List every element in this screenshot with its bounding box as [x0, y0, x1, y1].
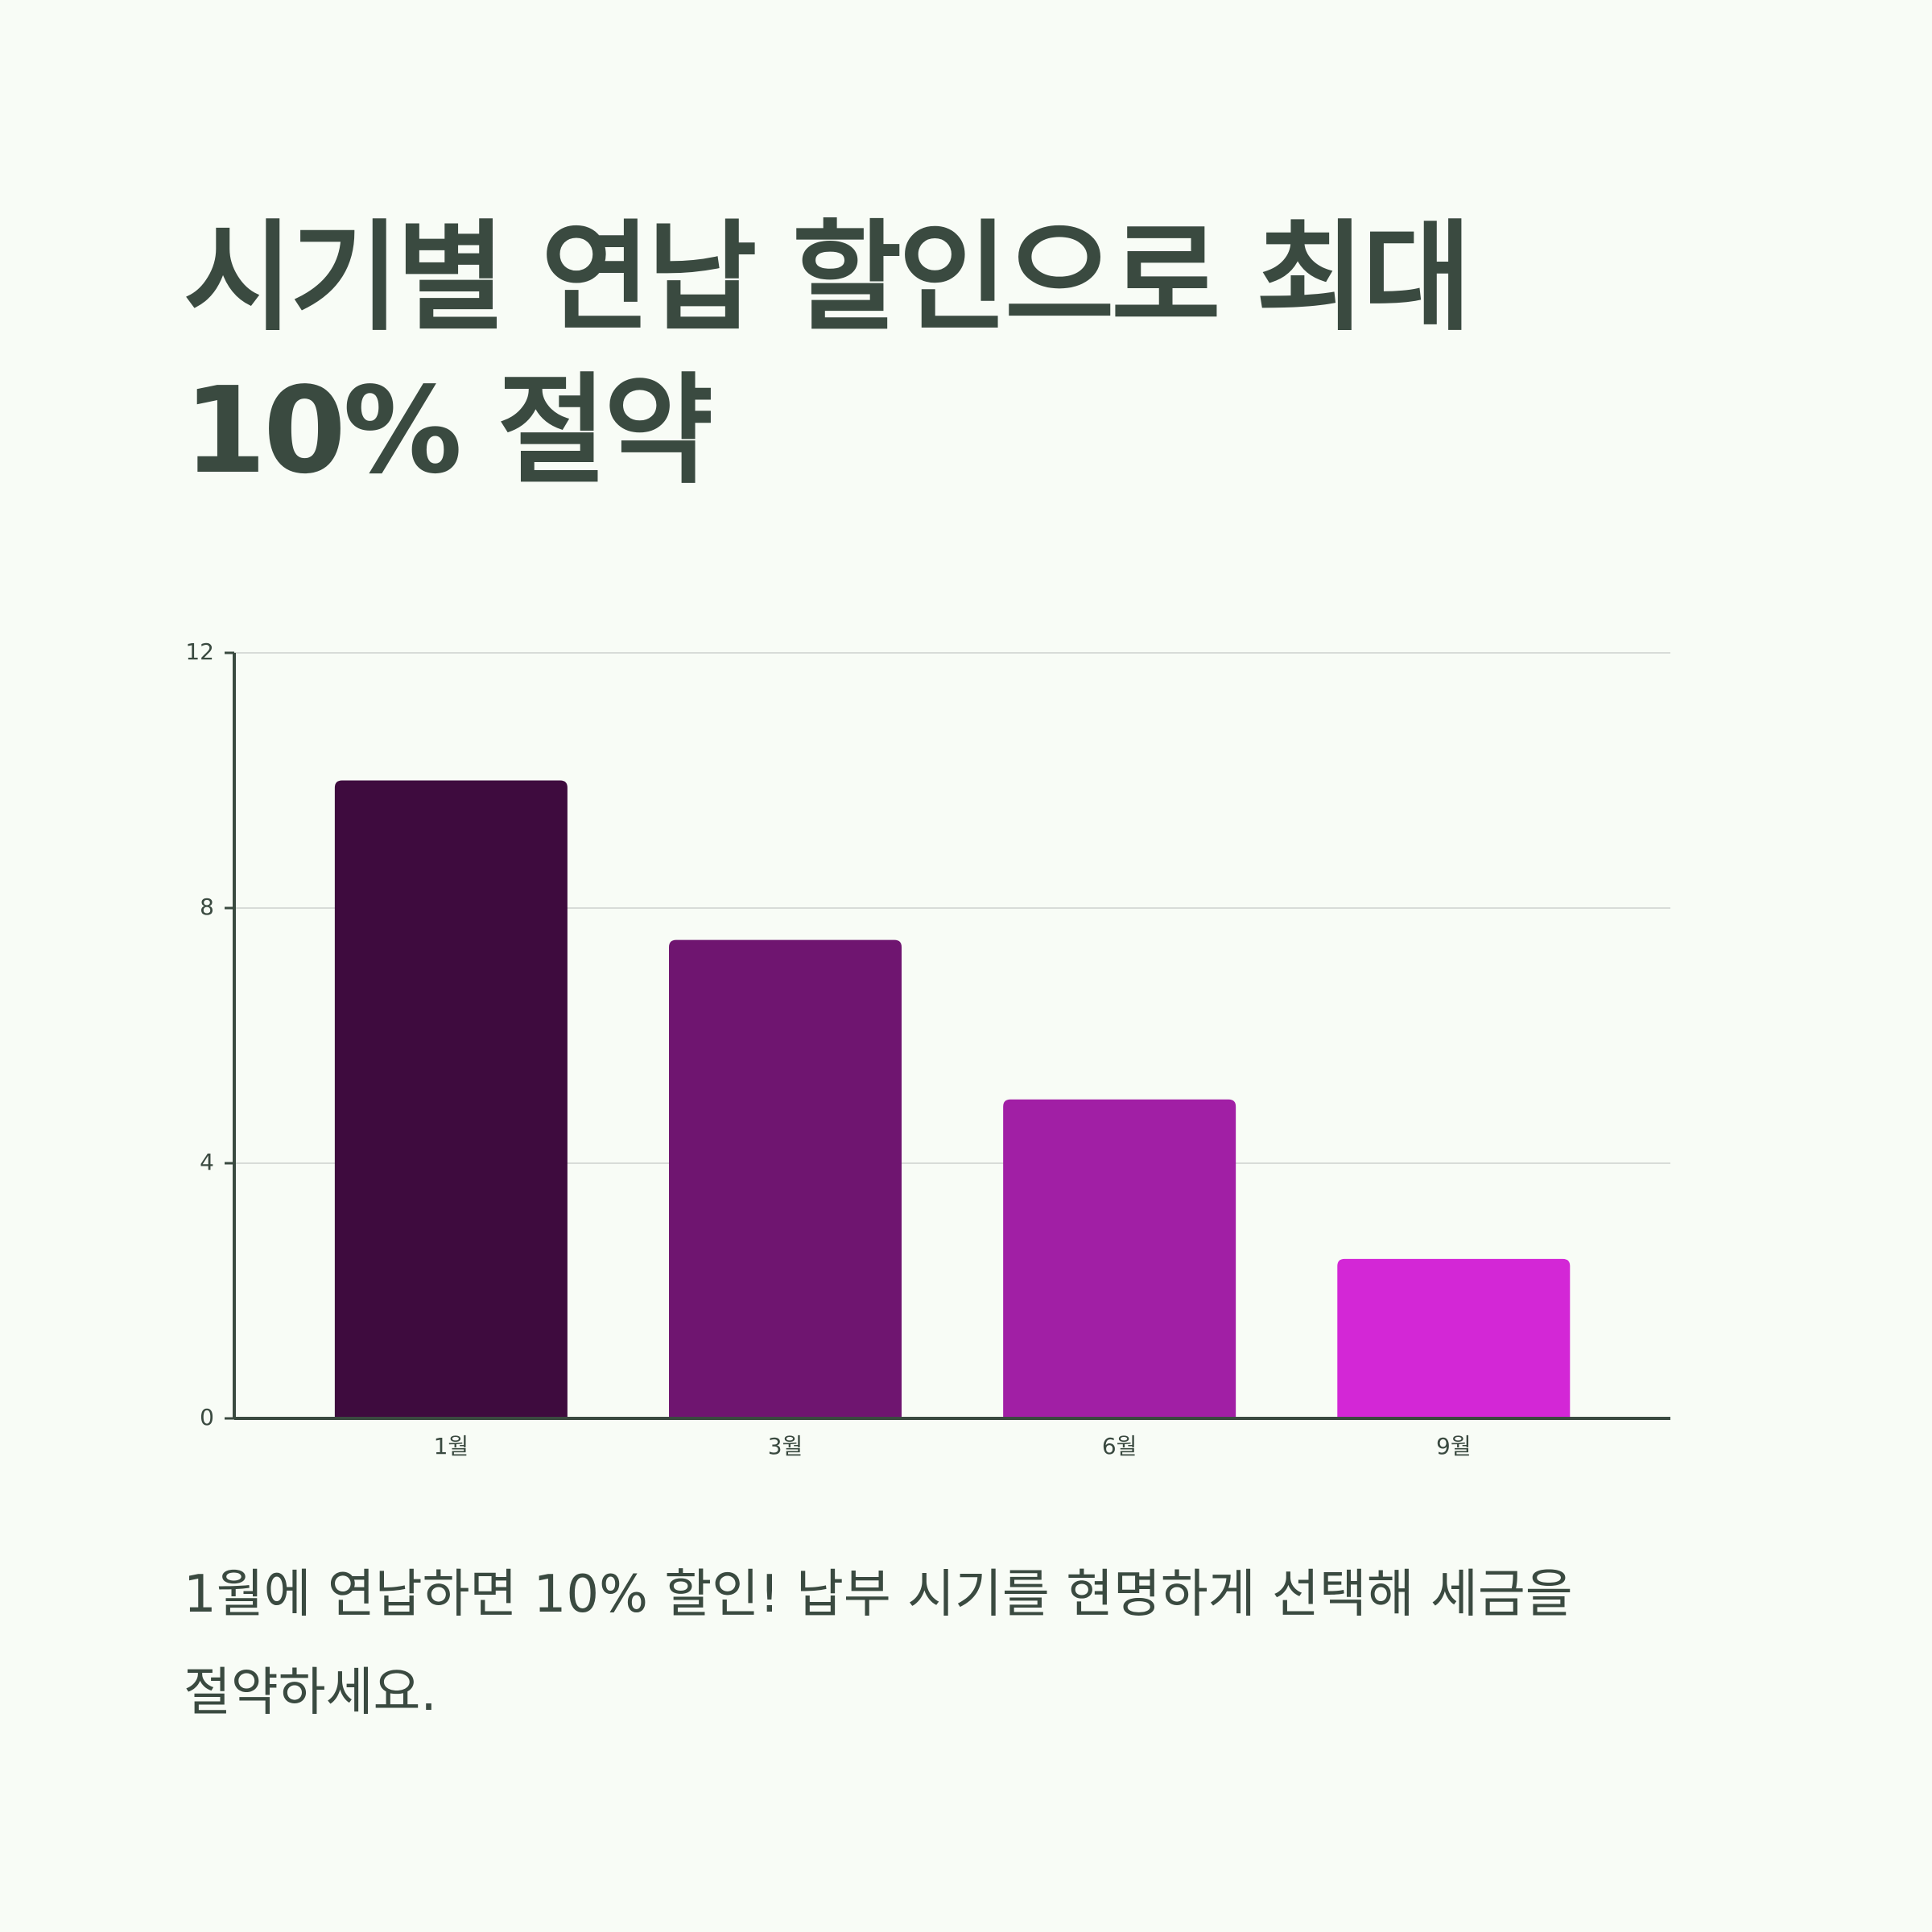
- caption: 1월에 연납하면 10% 할인! 납부 시기를 현명하게 선택해 세금을 절약하…: [184, 1565, 1573, 1723]
- y-tick-label: 4: [200, 1149, 214, 1175]
- x-tick-label: 9월: [1436, 1433, 1472, 1459]
- x-tick-label: 6월: [1102, 1433, 1137, 1459]
- y-tick-label: 12: [185, 638, 214, 665]
- bar: [1337, 1258, 1571, 1418]
- y-tick-label: 0: [200, 1404, 214, 1430]
- chart-title: 시기별 연납 할인으로 최대 10% 절약: [184, 208, 1472, 500]
- bar: [669, 939, 902, 1418]
- bar: [1003, 1099, 1236, 1418]
- x-tick-label: 3월: [768, 1433, 803, 1459]
- bar: [334, 780, 568, 1418]
- y-tick-label: 8: [200, 894, 214, 920]
- x-tick-label: 1월: [434, 1433, 469, 1459]
